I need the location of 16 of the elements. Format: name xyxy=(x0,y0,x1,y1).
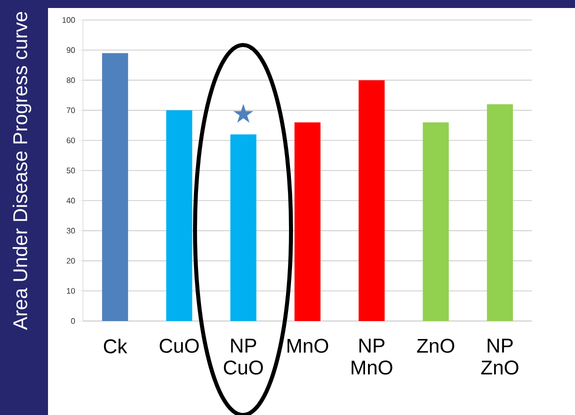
x-tick-label: CuO xyxy=(160,338,199,353)
bar xyxy=(102,53,128,321)
bar xyxy=(486,104,513,321)
bar xyxy=(166,110,192,321)
y-axis-title: Area Under Disease Progress curve xyxy=(12,12,32,330)
x-tick-label: Ck xyxy=(104,338,128,354)
bar xyxy=(422,122,449,321)
x-tick-label: NP ZnO xyxy=(481,338,518,375)
annotation: ★ xyxy=(233,104,254,123)
bar xyxy=(294,122,320,321)
bar xyxy=(230,134,256,321)
x-tick-label: ZnO xyxy=(417,338,454,353)
bar xyxy=(358,80,385,321)
x-tick-label: NP MnO xyxy=(352,338,392,375)
x-tick-label: NP CuO xyxy=(224,338,263,375)
x-tick-label: MnO xyxy=(288,338,328,353)
